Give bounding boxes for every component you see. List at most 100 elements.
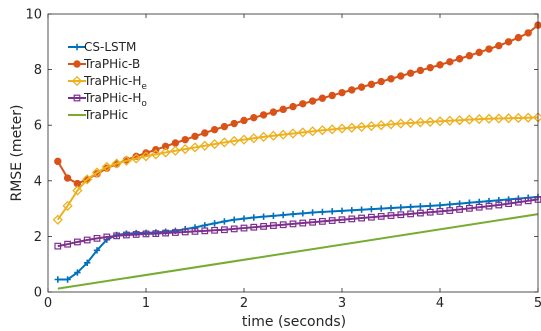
data-point [82,174,93,185]
data-point [485,45,493,53]
data-point [336,123,348,134]
series-4 [54,196,541,250]
data-point [259,111,268,119]
data-point [299,219,307,227]
data-point [199,140,210,151]
data-point [513,112,524,124]
data-point [103,233,111,241]
data-point [113,232,121,240]
data-point [348,207,355,214]
data-point [131,153,142,164]
legend: CS-LSTM TraPHic-B TraPHic-HeTraPHic-HoTraP… [68,40,147,122]
data-point [454,115,465,126]
data-point [91,167,103,178]
data-point [483,113,495,124]
data-point [436,202,444,209]
data-point [338,216,346,224]
data-point [493,113,504,124]
x-tick-label: 0 [44,296,52,311]
legend-label: TraPHic-Ho [83,91,147,109]
data-point [387,212,395,219]
data-point [221,218,228,225]
data-point [210,125,219,134]
data-point [366,120,377,132]
data-point [240,215,248,222]
data-point [348,86,356,94]
data-point [121,155,132,166]
data-point [444,115,455,126]
data-point [474,113,485,125]
data-point [191,224,199,231]
data-point [229,135,240,147]
data-point [280,211,287,219]
data-point [64,276,71,283]
data-point [84,259,91,267]
data-point [240,116,248,125]
data-point [455,55,464,63]
data-point [446,207,454,214]
data-point [54,276,61,283]
data-point [238,134,250,145]
data-point [181,228,189,236]
data-point [397,211,405,219]
data-point [297,127,308,138]
legend-marker [71,75,83,87]
legend-label: CS-LSTM [84,40,136,54]
data-point [348,215,356,223]
data-point [74,269,81,276]
data-point [446,58,454,66]
data-point [532,112,541,123]
data-point [368,213,375,221]
data-point [111,158,122,169]
data-point [338,207,346,215]
plot-area [52,21,541,290]
x-tick-label: 2 [240,296,248,311]
y-axis-label: RMSE (meter) [9,104,25,201]
x-tick-label: 4 [436,296,444,311]
y-tick-label: 8 [34,63,42,78]
data-point [475,48,483,57]
data-point [201,222,208,229]
data-point [248,133,259,144]
data-point [446,201,453,208]
data-point [308,97,317,105]
data-point [436,61,444,69]
data-point [377,77,385,86]
data-point [287,128,299,139]
data-point [417,209,424,217]
data-point [289,102,297,111]
axes [47,13,539,293]
data-point [378,205,385,212]
y-tick-label: 10 [25,8,42,23]
data-point [376,120,387,131]
data-point [269,108,278,116]
data-point [523,112,534,123]
data-point [475,203,483,211]
data-point [485,202,493,210]
data-point [466,204,473,212]
data-point [319,217,326,225]
data-point [250,214,257,221]
data-point [181,135,189,144]
data-point [397,204,404,211]
data-point [358,206,365,213]
data-point [279,105,287,114]
series-line [57,213,539,290]
data-point [220,122,229,131]
data-point [317,125,328,136]
data-point [268,130,279,141]
data-point [456,206,463,213]
legend-marker [73,43,81,51]
data-point [464,114,475,125]
data-point [503,113,514,124]
data-point [52,214,63,225]
data-point [385,119,397,130]
data-point [416,66,425,75]
y-tick-label: 2 [34,230,42,245]
data-point [514,33,523,42]
axes-box [47,13,539,293]
data-point [328,217,336,224]
data-point [72,185,83,196]
data-point [368,205,375,213]
y-tick-label: 4 [34,174,42,189]
